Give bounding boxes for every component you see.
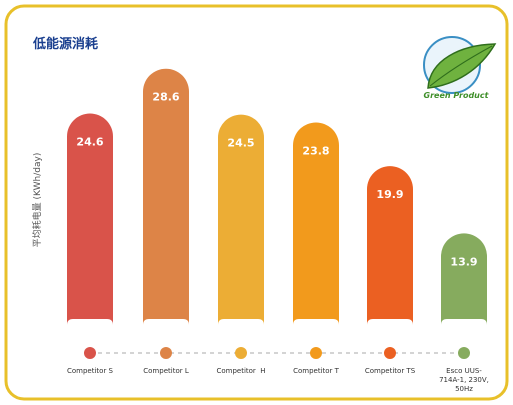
value-label: 24.5	[227, 137, 254, 150]
category-dot	[310, 347, 322, 359]
chart: 低能源消耗 平均耗电量 (KWh/day) Green Product 24.6…	[0, 0, 513, 405]
x-tick-label: Esco UUS-714A-1, 230V, 50Hz	[438, 367, 490, 394]
category-dot	[160, 347, 172, 359]
x-tick-label: Competitor T	[277, 367, 355, 376]
value-label: 28.6	[152, 91, 179, 104]
category-dot	[384, 347, 396, 359]
logo-text: Green Product	[424, 91, 490, 100]
category-dot	[235, 347, 247, 359]
value-label: 13.9	[450, 255, 477, 268]
value-label: 24.6	[76, 135, 103, 148]
x-tick-label: Competitor L	[127, 367, 205, 376]
value-label: 19.9	[376, 188, 403, 201]
bar	[143, 69, 189, 325]
y-axis-label: 平均耗电量 (KWh/day)	[31, 153, 43, 248]
category-dot	[84, 347, 96, 359]
page: 低能源消耗 平均耗电量 (KWh/day) Green Product 24.6…	[0, 0, 513, 405]
chart-title: 低能源消耗	[32, 36, 98, 52]
x-tick-label: Competitor TS	[351, 367, 429, 376]
category-dot	[458, 347, 470, 359]
x-tick-label: Competitor H	[202, 367, 280, 376]
x-tick-label: Competitor S	[51, 367, 129, 376]
value-label: 23.8	[302, 144, 329, 157]
bar	[441, 233, 487, 325]
